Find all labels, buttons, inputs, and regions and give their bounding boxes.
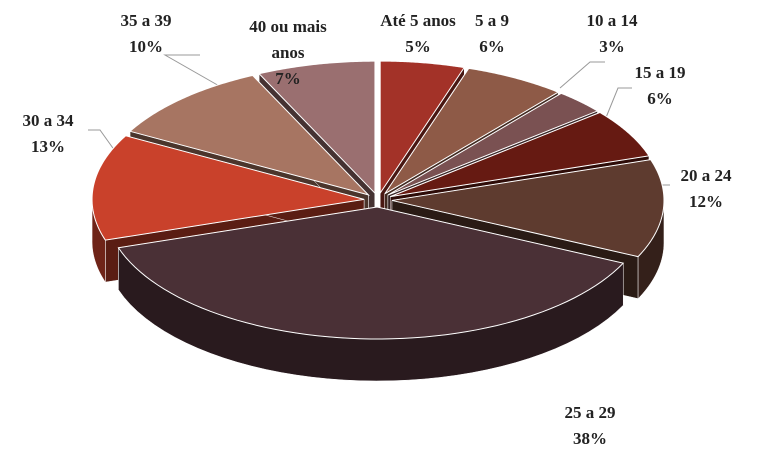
slice-top <box>390 111 650 198</box>
category-label: 25 a 29 <box>564 403 616 422</box>
category-label: 30 a 34 <box>22 111 74 130</box>
slice-top <box>387 92 599 196</box>
data-label: Até 5 anos 5% <box>363 8 473 60</box>
leader-line <box>163 54 236 96</box>
slice-top <box>391 159 665 258</box>
category-label: 35 a 39 <box>120 11 172 30</box>
category-label: 15 a 19 <box>634 63 686 82</box>
data-label: 5 a 9 6% <box>457 8 527 60</box>
leader-line <box>559 61 605 89</box>
data-label: 15 a 19 6% <box>625 60 695 112</box>
data-label: 40 ou mais anos 7% <box>233 14 343 92</box>
value-label: 13% <box>31 137 65 156</box>
data-label: 30 a 34 13% <box>13 108 83 160</box>
value-label: 10% <box>129 37 163 56</box>
value-label: 6% <box>647 89 673 108</box>
value-label: 7% <box>275 69 301 88</box>
category-label: 20 a 24 <box>680 166 732 185</box>
slice-top <box>117 206 625 340</box>
value-label: 12% <box>689 192 723 211</box>
value-label: 38% <box>573 429 607 448</box>
category-label: 5 a 9 <box>475 11 509 30</box>
value-label: 6% <box>479 37 505 56</box>
data-label: 35 a 39 10% <box>106 8 186 60</box>
category-label: 10 a 14 <box>586 11 638 30</box>
slice-top <box>379 60 466 195</box>
category-label: 40 ou mais anos <box>249 17 327 62</box>
value-label: 3% <box>599 37 625 56</box>
value-label: 5% <box>405 37 431 56</box>
data-label: 20 a 24 12% <box>671 163 741 215</box>
data-label: 10 a 14 3% <box>577 8 647 60</box>
slice-top <box>258 60 376 195</box>
data-label: 25 a 29 38% <box>555 400 625 452</box>
slice-top <box>384 67 560 195</box>
category-label: Até 5 anos <box>380 11 456 30</box>
slice-top <box>91 135 365 241</box>
slice-top <box>129 74 371 196</box>
slice <box>117 206 625 382</box>
leader-line <box>604 87 632 121</box>
